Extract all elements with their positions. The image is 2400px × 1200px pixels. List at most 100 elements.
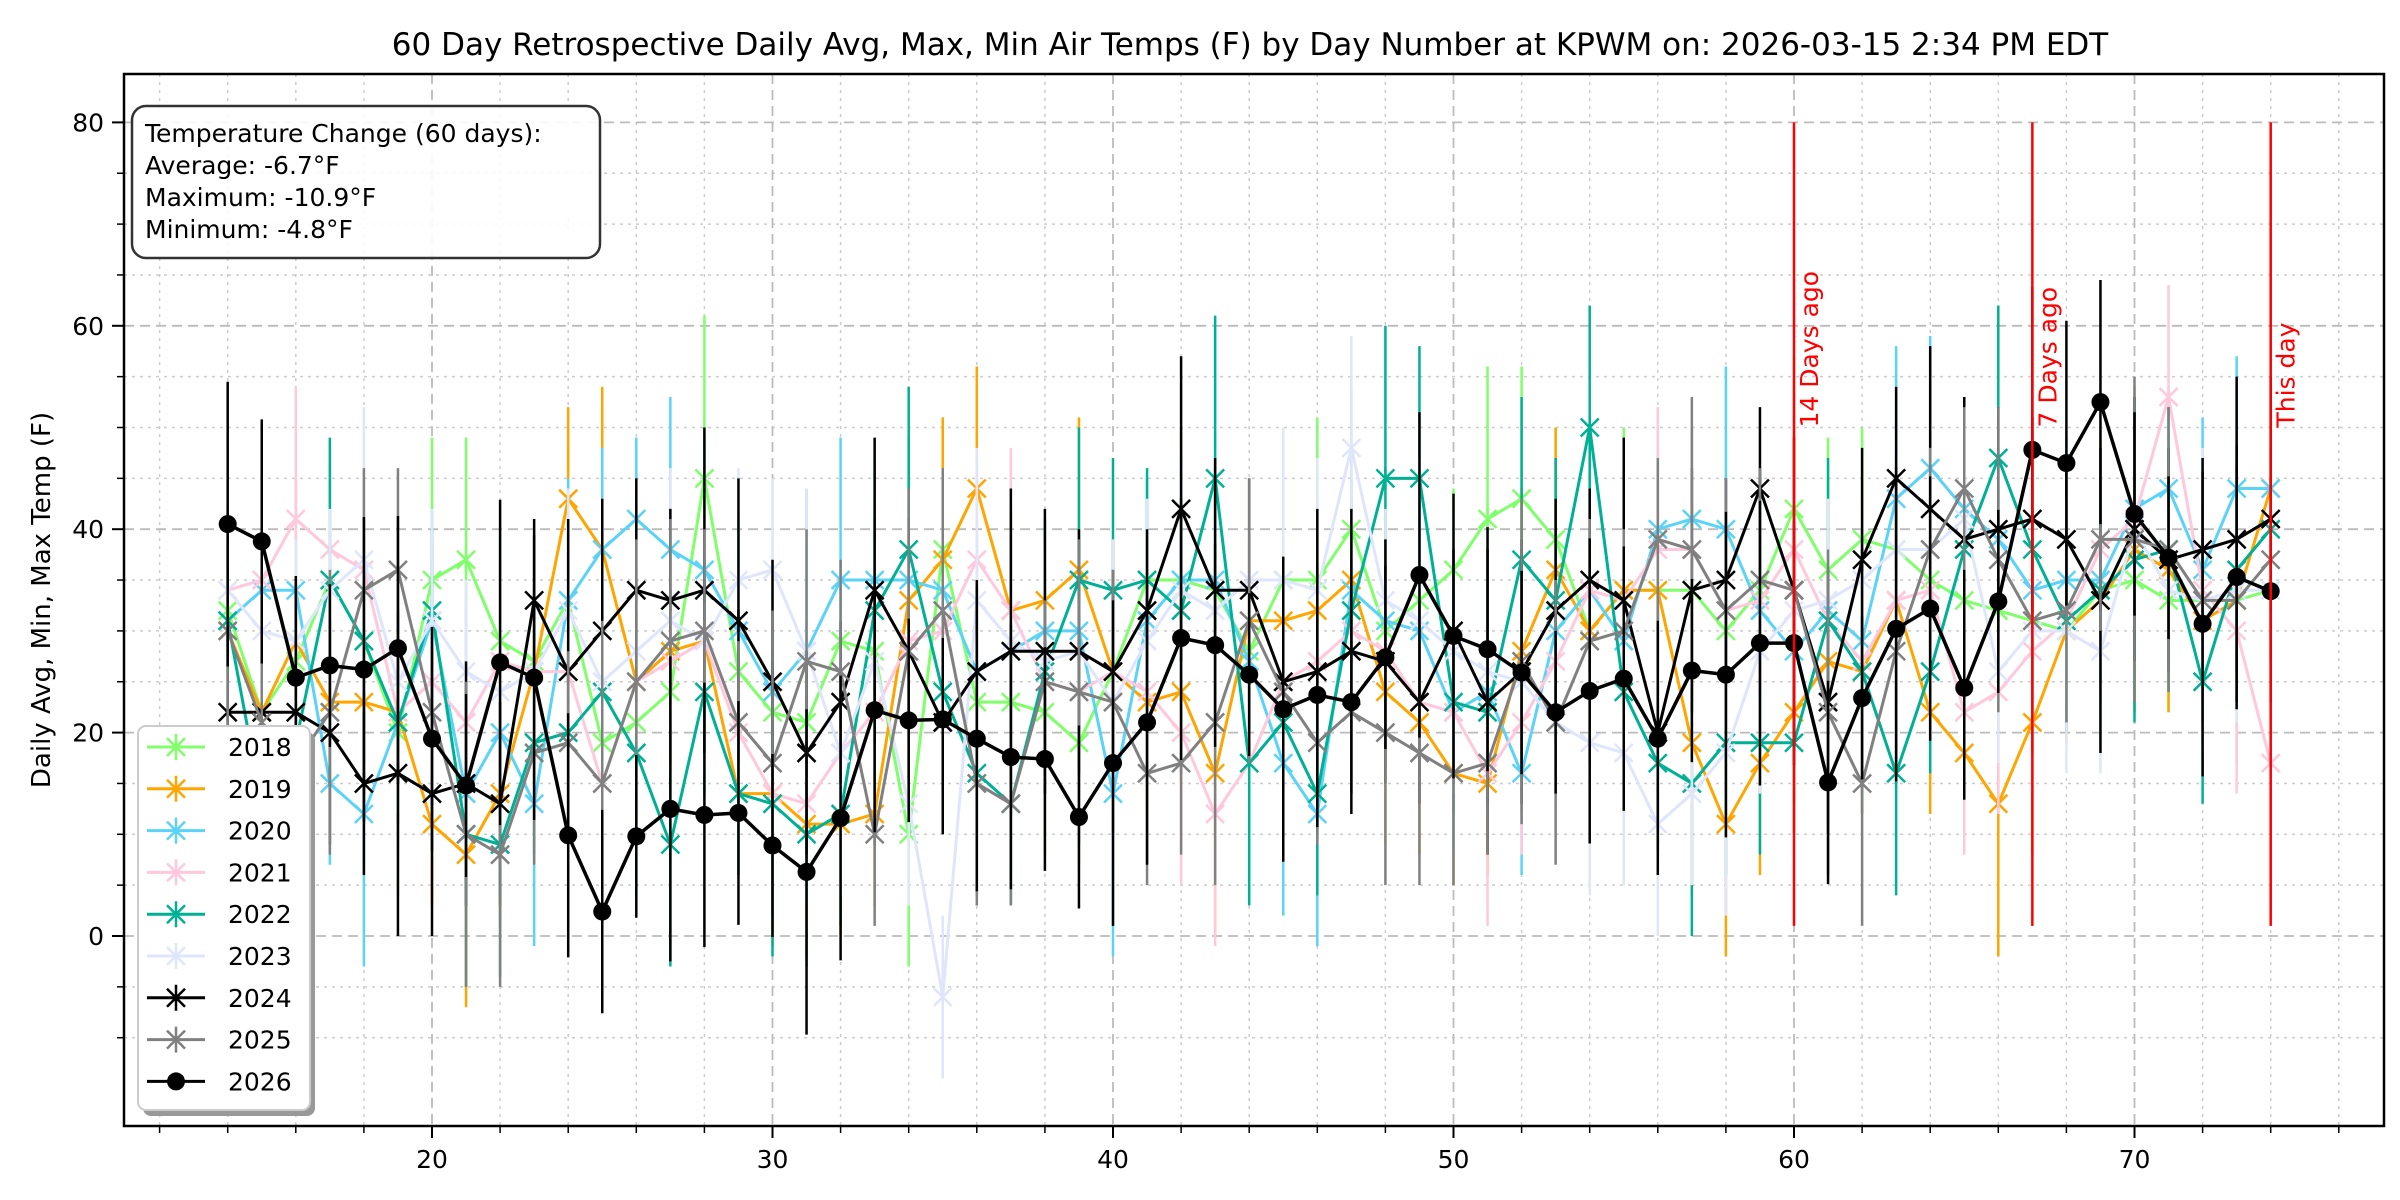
- data-point: [1682, 661, 1701, 680]
- legend-marker: [166, 984, 186, 1011]
- data-point: [218, 515, 237, 534]
- data-point: [252, 532, 271, 551]
- data-point: [796, 650, 817, 673]
- data-point: [1069, 808, 1088, 827]
- data-point: [1409, 741, 1430, 764]
- data-point: [2057, 454, 2076, 473]
- data-point: [763, 836, 782, 855]
- y-axis-label: Daily Avg, Min, Max Temp (F): [27, 412, 57, 788]
- x-tick-label: 70: [2119, 1145, 2151, 1174]
- data-point: [1001, 748, 1020, 767]
- x-tick-label: 30: [757, 1145, 789, 1174]
- data-point: [1852, 548, 1872, 571]
- data-point: [729, 803, 748, 822]
- annotation-line-3: Minimum: -4.8°F: [145, 215, 353, 244]
- data-point: [627, 827, 646, 846]
- y-tick-label: 40: [72, 515, 104, 544]
- data-point: [1579, 416, 1600, 439]
- data-point: [1342, 693, 1361, 712]
- data-point: [1614, 669, 1633, 688]
- annotation-line-0: Temperature Change (60 days):: [144, 119, 542, 148]
- data-point: [2091, 393, 2110, 412]
- legend-label: 2018: [228, 733, 292, 762]
- data-point: [490, 843, 510, 866]
- series-layer: [217, 280, 2281, 1079]
- data-point: [1478, 640, 1497, 659]
- data-point: [1308, 685, 1327, 704]
- data-point: [593, 902, 612, 921]
- chart-title: 60 Day Retrospective Daily Avg, Max, Min…: [392, 27, 2109, 63]
- x-tick-label: 40: [1097, 1145, 1129, 1174]
- plot-frame: [122, 72, 2386, 1128]
- data-point: [285, 508, 306, 531]
- data-point: [286, 668, 305, 687]
- data-point: [1921, 599, 1940, 618]
- series-2026: [218, 280, 2280, 1035]
- data-point: [932, 986, 953, 1009]
- data-point: [1172, 629, 1191, 648]
- legend-marker: [167, 1072, 185, 1091]
- data-point: [525, 668, 544, 687]
- legend-marker: [166, 775, 186, 802]
- data-point: [320, 656, 339, 675]
- data-point: [491, 653, 510, 672]
- legend-label: 2021: [228, 858, 292, 887]
- data-point: [1887, 619, 1906, 638]
- annotation-line-2: Maximum: -10.9°F: [145, 183, 376, 212]
- data-point: [456, 548, 476, 571]
- vline-label: 14 Days ago: [1795, 271, 1824, 428]
- data-point: [388, 639, 407, 658]
- data-point: [1341, 436, 1362, 459]
- data-point: [457, 776, 476, 795]
- data-point: [1410, 565, 1429, 584]
- data-point: [1716, 665, 1735, 684]
- vline-label: This day: [2272, 322, 2301, 428]
- data-point: [1954, 477, 1975, 500]
- data-point: [423, 729, 441, 748]
- x-tick-label: 60: [1778, 1145, 1810, 1174]
- data-point: [831, 809, 850, 828]
- legend-label: 2026: [228, 1067, 292, 1096]
- data-point: [1274, 700, 1293, 719]
- data-point: [2227, 567, 2246, 586]
- data-point: [1681, 538, 1702, 561]
- data-point: [1138, 713, 1157, 732]
- data-point: [2125, 504, 2144, 523]
- data-point: [899, 711, 918, 730]
- legend-label: 2022: [228, 900, 292, 929]
- data-point: [1069, 680, 1089, 703]
- data-point: [1512, 663, 1531, 682]
- legend-label: 2024: [228, 984, 292, 1013]
- data-point: [2158, 385, 2179, 408]
- legend-marker: [166, 734, 186, 760]
- data-point: [1206, 636, 1225, 655]
- data-point: [660, 630, 681, 653]
- x-tick-label: 20: [416, 1145, 448, 1174]
- data-point: [2159, 548, 2178, 567]
- vline-label: 7 Days ago: [2033, 287, 2062, 428]
- data-point: [354, 660, 373, 679]
- legend-frame: [137, 725, 311, 1111]
- data-point: [1580, 681, 1599, 700]
- data-point: [1750, 634, 1769, 653]
- data-point: [1376, 648, 1395, 667]
- data-point: [933, 710, 952, 729]
- y-tick-label: 60: [72, 312, 104, 341]
- data-point: [1104, 754, 1122, 773]
- data-point: [1647, 528, 1668, 551]
- data-point: [695, 805, 714, 824]
- y-tick-label: 0: [88, 922, 104, 951]
- data-point: [967, 729, 986, 748]
- data-point: [728, 609, 749, 632]
- data-point: [1444, 626, 1463, 645]
- data-point: [592, 772, 613, 795]
- legend-marker: [166, 943, 186, 969]
- annotation-box: Temperature Change (60 days): Average: -…: [130, 104, 602, 260]
- data-point: [1648, 729, 1667, 748]
- data-point: [932, 599, 953, 622]
- legend-marker: [166, 817, 186, 844]
- legend-label: 2019: [228, 775, 292, 804]
- data-point: [559, 826, 578, 845]
- data-point: [865, 701, 884, 720]
